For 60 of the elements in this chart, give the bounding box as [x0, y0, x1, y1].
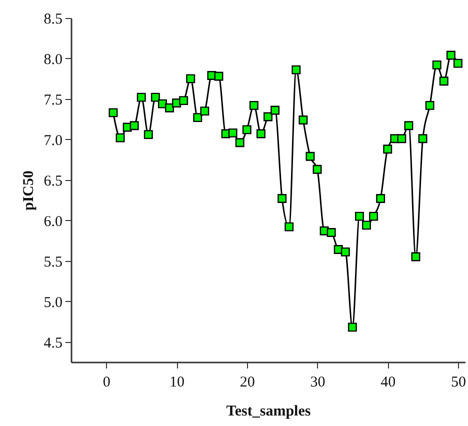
point [362, 220, 371, 230]
y-axis-title: pIC50 [20, 170, 37, 211]
point [404, 121, 414, 130]
y-tick-label: 8.0 [44, 52, 62, 68]
point [136, 92, 146, 102]
point [439, 76, 448, 86]
point [214, 72, 224, 81]
x-tick-label: 30 [310, 374, 326, 390]
point [312, 164, 322, 174]
point [326, 228, 336, 237]
point [144, 130, 153, 140]
point [270, 106, 280, 115]
x-tick-label: 20 [240, 374, 255, 390]
point [264, 112, 272, 122]
point [354, 212, 364, 221]
point [369, 212, 378, 221]
y-tick-label: 6.0 [44, 214, 62, 230]
y-tick-label: 6.5 [44, 173, 62, 190]
x-axis-title: Test_samples [226, 404, 311, 420]
y-tick-label: 4.5 [44, 335, 62, 352]
point [242, 125, 252, 134]
point [411, 252, 420, 262]
point [228, 128, 238, 138]
point [418, 134, 428, 144]
point [397, 134, 406, 144]
y-tick-label: 7.5 [44, 92, 62, 108]
point [235, 138, 244, 148]
point [432, 60, 442, 70]
x-tick-label: 50 [450, 374, 466, 390]
point [256, 129, 266, 138]
point [292, 65, 301, 74]
point [348, 322, 357, 332]
point [130, 121, 139, 130]
point [158, 99, 167, 108]
y-tick-label: 7.0 [44, 132, 62, 149]
point [383, 144, 392, 154]
y-tick-label: 5.5 [44, 254, 62, 270]
point [179, 96, 188, 106]
point [116, 133, 125, 142]
point [193, 113, 202, 122]
point [200, 106, 210, 116]
point [425, 100, 434, 110]
x-tick-label: 0 [102, 374, 110, 390]
point [278, 194, 287, 203]
y-tick-label: 8.5 [44, 12, 62, 28]
point [186, 74, 196, 84]
point [150, 92, 160, 102]
point [284, 222, 294, 232]
point [108, 108, 118, 118]
point [306, 152, 315, 161]
point [165, 103, 174, 112]
point [249, 100, 258, 110]
x-tick-label: 40 [380, 374, 396, 390]
point [446, 50, 456, 60]
point [453, 58, 462, 68]
point [298, 116, 308, 124]
point [340, 247, 350, 256]
y-tick-label: 5.0 [44, 294, 62, 311]
x-tick-label: 10 [170, 374, 185, 390]
point [376, 194, 386, 203]
